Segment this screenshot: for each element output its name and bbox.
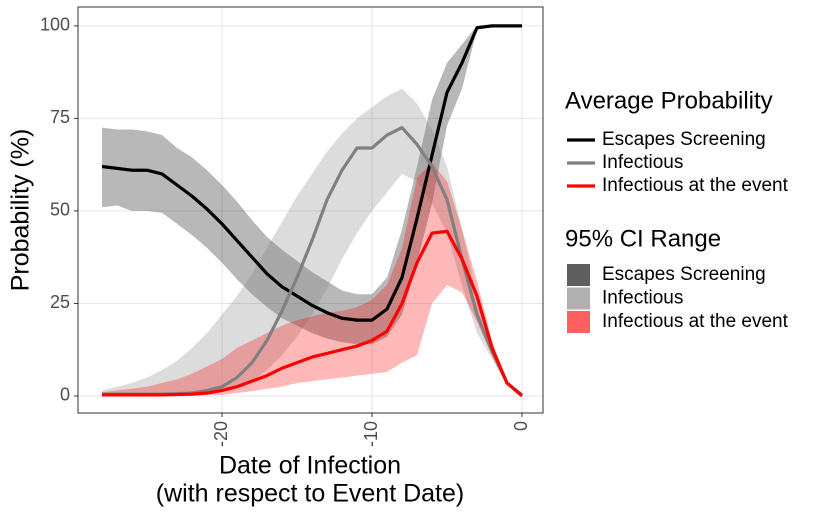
legend-title: Average Probability [565,87,773,114]
plot-background [78,7,543,413]
y-tick-label: 100 [40,15,70,35]
legend-title: 95% CI Range [565,225,721,252]
series-line [101,24,522,322]
series-line [102,229,524,398]
y-tick-label: 25 [50,292,70,312]
plot-border [77,6,544,414]
x-axis-title: (with respect to Event Date) [156,480,464,508]
ci-band [102,25,522,345]
x-axis-title: Date of Infection [219,452,401,480]
legend-key [567,311,590,333]
legend-key [567,264,590,286]
legend-label: Infectious [602,152,683,173]
legend-label: Escapes Screening [602,264,766,285]
legend-key [567,287,590,310]
legend-key [567,287,590,310]
legend-key [567,264,590,286]
legend-key [567,311,590,333]
legend-key [567,311,590,333]
x-tick-label: 0 [511,421,531,431]
y-tick-label: 50 [50,200,70,220]
y-axis-title: Probability (%) [7,129,35,292]
legend-label: Escapes Screening [602,129,766,150]
y-tick-label: 0 [60,385,70,405]
x-tick-label: -20 [211,421,231,447]
legend-label: Infectious at the event [602,311,789,332]
legend-key [567,264,590,286]
legend-label: Infectious at the event [602,175,789,196]
x-tick-label: -10 [361,421,381,447]
legend-key [567,287,590,310]
y-tick-label: 75 [50,107,70,127]
legend-label: Infectious [602,288,683,309]
